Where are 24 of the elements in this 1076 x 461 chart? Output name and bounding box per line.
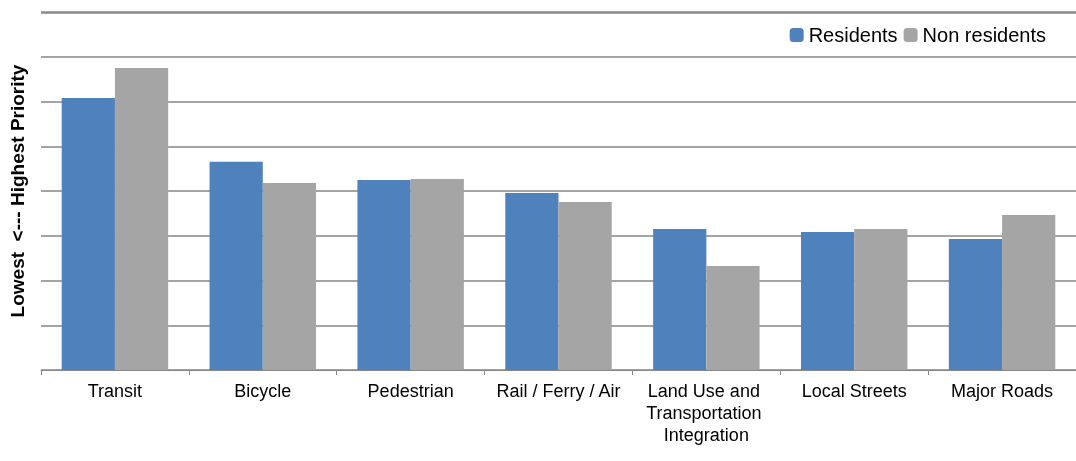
bar: [357, 179, 411, 370]
legend-label: Non residents: [922, 24, 1047, 46]
y-axis-title: Lowest <--- Highest Priority: [7, 64, 28, 318]
x-tick-label: Land Use and Transportation Integration: [646, 381, 767, 445]
bar: [948, 238, 1003, 370]
bar: [505, 192, 559, 370]
bar: [800, 231, 855, 370]
bar: [653, 228, 707, 370]
bar: [114, 67, 169, 370]
x-tick-label: Transit: [87, 381, 143, 401]
x-tick-label: Rail / Ferry / Air: [496, 381, 621, 401]
bar: [854, 228, 908, 370]
bar: [1002, 215, 1056, 370]
bar: [61, 98, 115, 370]
x-tick-label: Bicycle: [234, 381, 292, 401]
bar: [558, 202, 612, 370]
x-tick-label: Local Streets: [801, 381, 907, 401]
bar: [209, 161, 263, 370]
bar: [410, 179, 464, 370]
bar: [262, 182, 317, 370]
x-tick-label: Major Roads: [951, 381, 1054, 401]
legend-label: Residents: [808, 24, 898, 46]
bar: [706, 266, 760, 370]
x-tick-label: Pedestrian: [367, 381, 454, 401]
